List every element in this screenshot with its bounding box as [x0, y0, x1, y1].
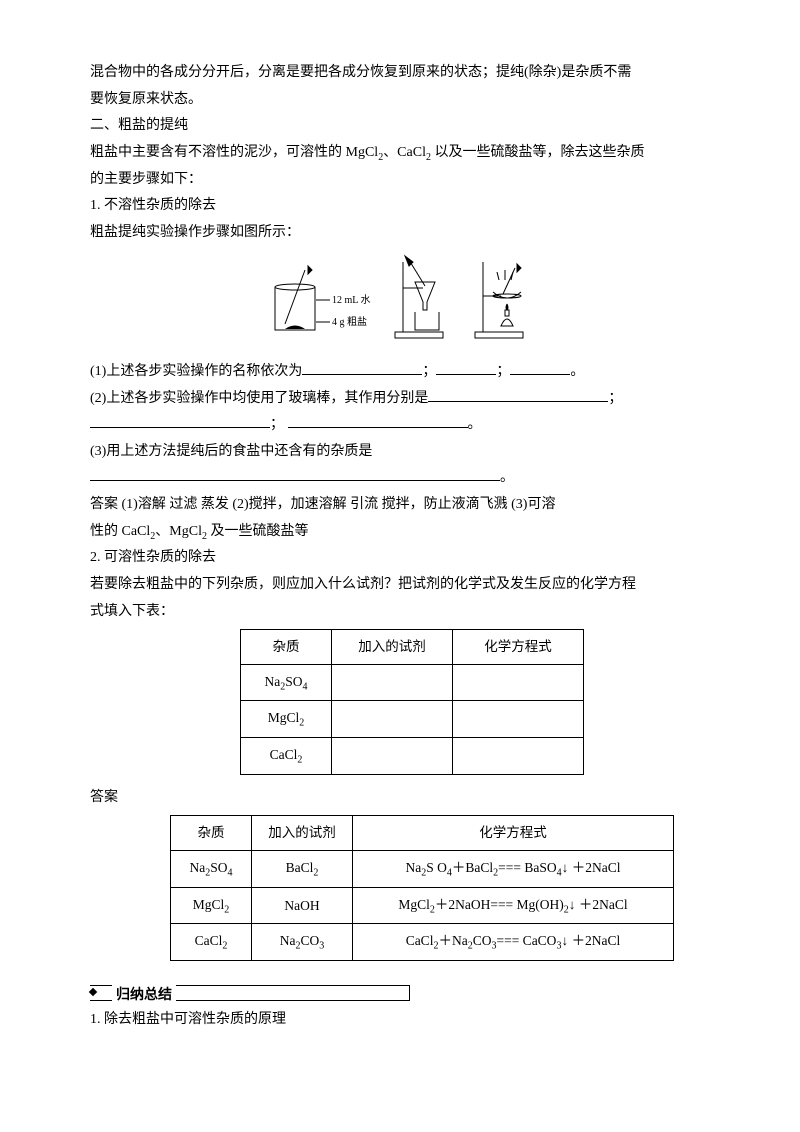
- text-run: (1)上述各步实验操作的名称依次为: [90, 364, 302, 379]
- table-cell: CaCl2: [241, 738, 332, 775]
- summary-label: 归纳总结: [112, 981, 176, 1008]
- table-cell: [332, 664, 453, 701]
- table-cell: [332, 738, 453, 775]
- answer-block-1b: 性的 CaCl2、MgCl2 及一些硫酸盐等: [90, 519, 710, 546]
- table-row: MgCl2: [241, 701, 584, 738]
- blank-field: [510, 360, 570, 375]
- experiment-diagram: 12 mL 水 4 g 粗盐: [90, 252, 710, 353]
- table-cell: [453, 701, 584, 738]
- text-run: 粗盐中主要含有不溶性的泥沙，可溶性的 MgCl: [90, 145, 378, 160]
- table-header: 加入的试剂: [332, 630, 453, 665]
- section2-1-title: 1. 不溶性杂质的除去: [90, 193, 710, 220]
- table-row: Na2SO4 BaCl2 Na2S O4＋BaCl2=== BaSO4↓ ＋2N…: [171, 851, 674, 888]
- section2-p1: 粗盐中主要含有不溶性的泥沙，可溶性的 MgCl2、CaCl2 以及一些硫酸盐等，…: [90, 140, 710, 167]
- table-cell: Na2SO4: [241, 664, 332, 701]
- section2-2-p2: 式填入下表：: [90, 599, 710, 626]
- section2-p2: 的主要步骤如下：: [90, 167, 710, 194]
- answer-label-2: 答案: [90, 785, 710, 812]
- section2-2-title: 2. 可溶性杂质的除去: [90, 545, 710, 572]
- table-cell: MgCl2: [171, 887, 252, 924]
- text-run: 。: [570, 364, 584, 379]
- diagram-water-label: 12 mL 水: [332, 294, 371, 306]
- table-row: MgCl2 NaOH MgCl2＋2NaOH=== Mg(OH)2↓ ＋2NaC…: [171, 887, 674, 924]
- impurity-table-answers: 杂质 加入的试剂 化学方程式 Na2SO4 BaCl2 Na2S O4＋BaCl…: [170, 815, 674, 961]
- table-row: Na2SO4: [241, 664, 584, 701]
- table-header: 加入的试剂: [252, 816, 353, 851]
- intro-line2: 要恢复原来状态。: [90, 87, 710, 114]
- table-cell: Na2S O4＋BaCl2=== BaSO4↓ ＋2NaCl: [353, 851, 674, 888]
- table-cell: [453, 738, 584, 775]
- table-cell: Na2CO3: [252, 924, 353, 961]
- text-run: ；: [270, 417, 284, 432]
- text-run: 、MgCl: [155, 524, 202, 539]
- intro-line1: 混合物中的各成分分开后，分离是要把各成分恢复到原来的状态；提纯(除杂)是杂质不需: [90, 60, 710, 87]
- table-cell: Na2SO4: [171, 851, 252, 888]
- table-cell: [332, 701, 453, 738]
- question-1: (1)上述各步实验操作的名称依次为 ； ； 。: [90, 359, 710, 386]
- table-header-row: 杂质 加入的试剂 化学方程式: [171, 816, 674, 851]
- section2-title: 二、粗盐的提纯: [90, 113, 710, 140]
- text-run: 。: [500, 470, 514, 485]
- text-run: 及一些硫酸盐等: [207, 524, 309, 539]
- blank-field: [288, 413, 468, 428]
- blank-field: [436, 360, 496, 375]
- table-cell: BaCl2: [252, 851, 353, 888]
- answer-block-1: 答案 (1)溶解 过滤 蒸发 (2)搅拌，加速溶解 引流 搅拌，防止液滴飞溅 (…: [90, 492, 710, 519]
- text-run: 。: [468, 417, 482, 432]
- blank-field: [90, 466, 500, 481]
- question-2-line2: ； 。: [90, 412, 710, 439]
- text-run: (2)上述各步实验操作中均使用了玻璃棒，其作用分别是: [90, 391, 428, 406]
- table-cell: CaCl2＋Na2CO3=== CaCO3↓ ＋2NaCl: [353, 924, 674, 961]
- question-3-line1: (3)用上述方法提纯后的食盐中还含有的杂质是: [90, 439, 710, 466]
- table-header: 化学方程式: [453, 630, 584, 665]
- summary-section: 归纳总结 1. 除去粗盐中可溶性杂质的原理: [90, 981, 710, 1034]
- blank-field: [90, 413, 270, 428]
- table-header: 化学方程式: [353, 816, 674, 851]
- blank-field: [302, 360, 422, 375]
- text-run: 性的 CaCl: [90, 524, 150, 539]
- impurity-table-blank: 杂质 加入的试剂 化学方程式 Na2SO4 MgCl2 CaCl2: [240, 629, 584, 775]
- table-cell: MgCl2: [241, 701, 332, 738]
- table-header-row: 杂质 加入的试剂 化学方程式: [241, 630, 584, 665]
- table-header: 杂质: [171, 816, 252, 851]
- section2-1-p: 粗盐提纯实验操作步骤如图所示：: [90, 220, 710, 247]
- section2-2-p1: 若要除去粗盐中的下列杂质，则应加入什么试剂？把试剂的化学式及发生反应的化学方程: [90, 572, 710, 599]
- text-run: ；: [496, 364, 510, 379]
- text-run: ；: [422, 364, 436, 379]
- question-2-line1: (2)上述各步实验操作中均使用了玻璃棒，其作用分别是 ；: [90, 386, 710, 413]
- document-page: 混合物中的各成分分开后，分离是要把各成分恢复到原来的状态；提纯(除杂)是杂质不需…: [0, 0, 800, 1132]
- summary-item-1: 1. 除去粗盐中可溶性杂质的原理: [90, 1007, 710, 1034]
- table-cell: CaCl2: [171, 924, 252, 961]
- text-run: 、CaCl: [383, 145, 426, 160]
- answer-label: 答案: [90, 497, 118, 512]
- summary-header: 归纳总结: [90, 981, 710, 1003]
- table-row: CaCl2 Na2CO3 CaCl2＋Na2CO3=== CaCO3↓ ＋2Na…: [171, 924, 674, 961]
- table-cell: NaOH: [252, 887, 353, 924]
- text-run: 以及一些硫酸盐等，除去这些杂质: [431, 145, 645, 160]
- table-cell: [453, 664, 584, 701]
- blank-field: [428, 387, 608, 402]
- text-run: ；: [608, 391, 622, 406]
- table-row: CaCl2: [241, 738, 584, 775]
- text-run: (1)溶解 过滤 蒸发 (2)搅拌，加速溶解 引流 搅拌，防止液滴飞溅 (3)可…: [118, 497, 555, 512]
- table-cell: MgCl2＋2NaOH=== Mg(OH)2↓ ＋2NaCl: [353, 887, 674, 924]
- diagram-salt-label: 4 g 粗盐: [332, 315, 367, 328]
- question-3-line2: 。: [90, 465, 710, 492]
- table-header: 杂质: [241, 630, 332, 665]
